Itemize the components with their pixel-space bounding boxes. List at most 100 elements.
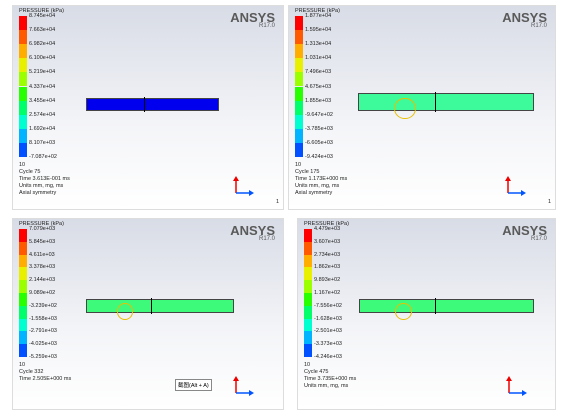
legend-label: 3.455e+04 [29,97,56,104]
legend-label: 1.595e+04 [305,27,332,34]
legend-label: -2.501e+03 [314,328,342,335]
legend-title: PRESSURE (kPa) [304,221,349,227]
result-panel: ANSYS R17.0 PRESSURE (kPa) 8.745e+04 7.663e+… [12,5,284,210]
legend-label: 6.100e+04 [29,55,56,62]
interface-line [144,97,146,112]
legend-title: PRESSURE (kPa) [295,8,340,14]
legend-color [19,86,27,101]
legend-label: -6.605e+03 [305,139,333,146]
legend-color [295,142,303,157]
legend-color [304,344,312,357]
legend-color [19,16,27,31]
footer-line: Units mm, mg, ms [295,183,340,189]
legend-label: 3.378e+03 [29,264,56,271]
tooltip: 截图(Alt + A) [175,379,212,391]
axis-triad [233,376,254,396]
legend-label: 6.982e+04 [29,41,56,48]
footer-line: Cycle 332 [19,369,44,375]
footer-line: Time 3.613E-001 ms [19,176,70,182]
footer-line: Axial symmetry [295,190,333,196]
legend-label: -4.025e+03 [29,341,57,348]
legend-color [19,344,27,357]
legend-color [304,293,312,306]
legend-label: 1.692e+04 [29,125,56,132]
legend-label: 5.219e+04 [29,69,56,76]
wave-front [395,302,412,320]
legend-color [19,305,27,319]
footer-line: Time 1.173E+000 ms [295,176,348,182]
model-body [86,97,219,112]
legend-color [19,254,27,268]
legend-label: 2.144e+03 [29,277,56,284]
legend-color [295,100,303,115]
result-panel: ANSYS R17.0 PRESSURE (kPa) 4.479e+03 3.607e+… [297,218,556,410]
legend-color [19,72,27,87]
legend-label: -9.647e+02 [305,111,333,118]
wave-front [394,97,416,120]
corner-number: 1 [275,198,279,205]
corner-number: 1 [547,198,551,205]
interface-line [435,298,437,314]
legend-color [295,114,303,129]
legend-color [295,16,303,31]
legend-color [19,100,27,115]
legend-color [19,128,27,143]
brand-logo: ANSYS [502,223,547,238]
legend-label: 3.607e+03 [314,238,341,245]
footer-line: Units mm, mg, ms [304,383,349,389]
interface-line [434,92,436,112]
legend-label: 1.167e+02 [314,290,341,296]
result-panel: ANSYS R17.0 PRESSURE (kPa) 1.877e+04 1.595e+… [288,5,556,210]
footer-line: Cycle 75 [19,169,41,175]
legend-count: 10 [295,162,302,168]
axis-triad [233,176,254,196]
version: R17.0 [530,236,547,242]
footer-line: Time 3.735E+000 ms [304,376,357,382]
legend-label: 2.734e+03 [314,251,341,258]
model-body [358,92,534,120]
version: R17.0 [258,236,275,242]
legend-label: -1.628e+03 [314,315,342,322]
legend-color [304,305,312,319]
legend-color [304,241,312,255]
legend-color [304,229,312,242]
legend-color [19,30,27,45]
footer-line: Cycle 175 [295,169,320,175]
legend-color [304,280,312,293]
legend-label: 1.862e+03 [314,264,341,271]
axis-triad [506,376,528,396]
legend-count: 10 [304,362,311,368]
legend-label: 9.893e+02 [314,277,341,284]
legend-color [295,44,303,59]
legend-color [304,331,312,345]
version: R17.0 [530,23,547,29]
brand-logo: ANSYS [230,223,275,238]
axis-triad [505,176,527,196]
legend-label: 2.574e+04 [29,111,56,118]
legend-label: -7.556e+02 [314,302,342,309]
legend-color [295,58,303,73]
brand-logo: ANSYS [230,10,275,25]
legend-label: 4.611e+03 [29,251,55,258]
interface-line [150,298,152,314]
legend-label: 8.107e+03 [29,139,56,146]
legend-color [19,293,27,306]
legend-count: 10 [19,162,26,168]
legend-label: 1.855e+03 [305,97,332,104]
legend-label: -4.246e+03 [314,354,342,360]
legend-color [19,44,27,59]
legend-label: 7.496e+03 [305,69,332,76]
model-body [86,298,234,320]
legend-label: 4.479e+03 [314,226,341,232]
legend-label: -3.239e+02 [29,302,57,309]
legend-label: 5.845e+03 [29,238,56,245]
legend-color [19,114,27,129]
legend-color [295,30,303,45]
footer-line: Cycle 475 [304,369,329,375]
legend-label: -9.424e+03 [305,154,333,160]
legend-label: 4.675e+03 [305,83,332,90]
brand-logo: ANSYS [502,10,547,25]
legend-color [295,86,303,101]
legend-label: 4.337e+04 [29,83,56,90]
